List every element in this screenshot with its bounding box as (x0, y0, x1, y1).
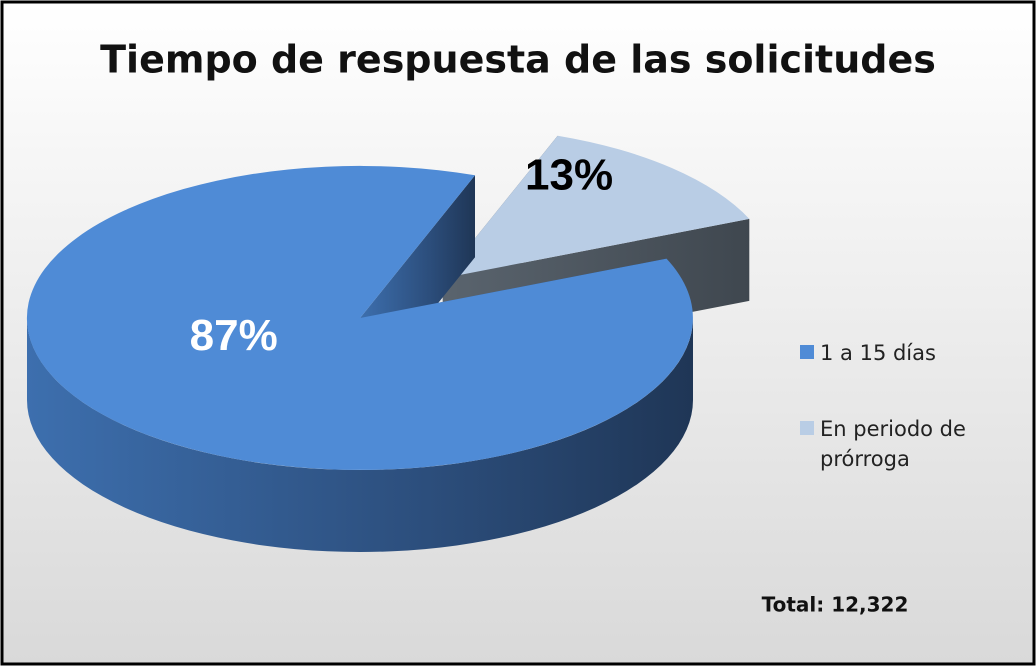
legend-swatch (800, 345, 814, 359)
annotation: Total: 12,322 (762, 593, 909, 617)
chart-title: Tiempo de respuesta de las solicitudes (100, 38, 936, 82)
pie-slice (26, 165, 693, 470)
legend-swatch (800, 421, 814, 435)
legend-label: 1 a 15 días (820, 341, 936, 365)
pie-slice (442, 135, 750, 279)
data-label: 13% (525, 150, 613, 199)
data-label: 87% (190, 311, 278, 360)
legend-item: En periodo de prórroga (800, 414, 995, 474)
slice-side (27, 318, 693, 552)
pie: 87% 13% (26, 135, 750, 552)
legend-label: En periodo de prórroga (820, 417, 966, 471)
legend-item: 1 a 15 días (800, 338, 995, 368)
